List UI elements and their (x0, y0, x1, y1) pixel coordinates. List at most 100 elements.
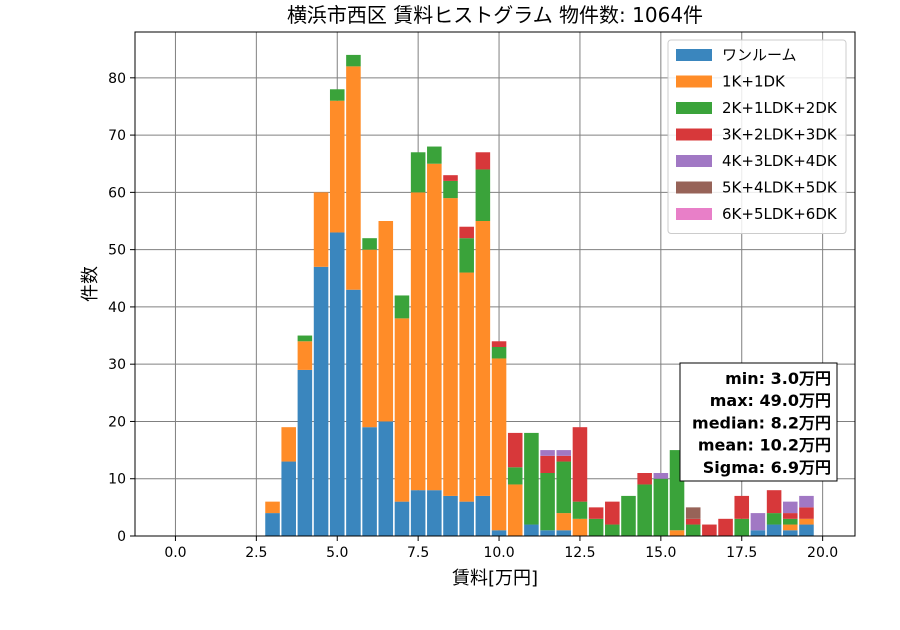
bar-segment (637, 473, 652, 485)
legend-label: 2K+1LDK+2DK (722, 99, 838, 117)
y-tick-label: 20 (108, 414, 126, 430)
bar-segment (507, 484, 523, 536)
bar-segment (443, 175, 458, 181)
bar-segment (783, 513, 798, 519)
x-axis-ticks: 0.0 2.5 5.0 7.5 10.0 12.5 15.0 17.5 20.0 (164, 536, 838, 561)
bar-segment (378, 221, 394, 422)
bar-segment (685, 507, 701, 519)
bar-segment (281, 427, 296, 462)
legend-box (667, 39, 847, 234)
bar-segment (783, 518, 798, 525)
bar-segment (443, 495, 458, 536)
y-tick-label: 80 (108, 71, 126, 87)
bar-segment (313, 266, 329, 536)
bar-segment (685, 518, 701, 525)
bar-segment (556, 530, 572, 536)
bar-segment (766, 513, 782, 525)
stats-box: min: 3.0万円 max: 49.0万円 median: 8.2万円 mean: … (679, 362, 838, 482)
bar-segment (329, 100, 345, 233)
bar-segment (588, 507, 604, 519)
bar-segment (572, 518, 588, 536)
chart-title: 横浜市西区 賃料ヒストグラム 物件数: 1064件 (287, 3, 703, 27)
legend-swatch (676, 208, 712, 220)
bar-segment (443, 198, 458, 496)
bar-layer (265, 54, 814, 537)
bar-segment (783, 530, 798, 536)
bar-segment (669, 530, 685, 536)
x-tick-label: 10.0 (483, 545, 514, 561)
bar-segment (491, 347, 507, 359)
bar-segment (653, 478, 669, 536)
bar-segment (329, 232, 345, 537)
x-tick-label: 17.5 (726, 545, 757, 561)
bar-segment (507, 432, 523, 468)
bar-segment (491, 530, 507, 536)
bar-segment (394, 295, 410, 319)
x-axis-title: 賃料[万円] (452, 568, 538, 589)
y-tick-label: 50 (108, 243, 126, 259)
y-tick-label: 60 (108, 185, 126, 201)
bar-segment (605, 524, 620, 536)
stats-line: min: 3.0万円 (725, 369, 831, 388)
bar-segment (556, 455, 572, 462)
stats-box-frame (679, 362, 838, 482)
y-axis-title: 件数 (80, 266, 101, 302)
bar-segment (783, 501, 798, 514)
bar-segment (783, 524, 798, 531)
x-tick-label: 2.5 (245, 545, 267, 561)
bar-segment (556, 513, 572, 531)
bar-segment (572, 427, 588, 502)
stats-line: median: 8.2万円 (692, 413, 831, 432)
bar-segment (750, 513, 766, 531)
bar-segment (540, 455, 555, 473)
bar-segment (378, 421, 394, 536)
bar-segment (410, 490, 426, 536)
bar-segment (799, 495, 814, 508)
bar-segment (443, 180, 458, 199)
bar-segment (459, 272, 474, 502)
bar-segment (313, 192, 329, 267)
bar-segment (524, 432, 539, 525)
bar-segment (475, 495, 491, 536)
legend: ワンルーム 1K+1DK 2K+1LDK+2DK 3K+2LDK+3DK 4K+3LDK… (667, 39, 847, 234)
bar-segment (297, 335, 313, 342)
bar-segment (799, 524, 814, 536)
bar-segment (507, 467, 523, 485)
x-tick-label: 7.5 (407, 545, 429, 561)
bar-segment (329, 89, 345, 101)
y-tick-label: 0 (117, 529, 126, 545)
plot-frame (134, 31, 856, 537)
bar-segment (766, 490, 782, 514)
bar-segment (524, 524, 539, 536)
bar-segment (718, 518, 733, 536)
bar-segment (346, 54, 361, 67)
bar-segment (605, 501, 620, 525)
bar-segment (540, 530, 555, 536)
bar-segment (734, 518, 750, 536)
bar-segment (362, 238, 377, 250)
bar-segment (734, 495, 750, 519)
bar-segment (750, 530, 766, 536)
bar-segment (427, 490, 442, 536)
bar-segment (427, 146, 442, 164)
legend-label: 3K+2LDK+3DK (722, 126, 838, 144)
legend-swatch (676, 49, 712, 61)
x-tick-label: 5.0 (326, 545, 348, 561)
bar-segment (475, 152, 491, 170)
bar-segment (475, 221, 491, 496)
legend-label: 4K+3LDK+4DK (722, 152, 838, 170)
bar-segment (685, 524, 701, 536)
bar-segment (653, 473, 669, 479)
bar-segment (410, 192, 426, 491)
bar-segment (459, 238, 474, 273)
legend-swatch (676, 75, 712, 88)
y-tick-label: 30 (108, 357, 126, 373)
x-tick-label: 15.0 (645, 545, 676, 561)
bar-segment (362, 249, 377, 428)
legend-swatch (676, 181, 712, 194)
bar-segment (799, 518, 814, 525)
bar-segment (540, 450, 555, 456)
bar-segment (475, 169, 491, 221)
bar-segment (540, 473, 555, 531)
legend-swatch (676, 102, 712, 114)
